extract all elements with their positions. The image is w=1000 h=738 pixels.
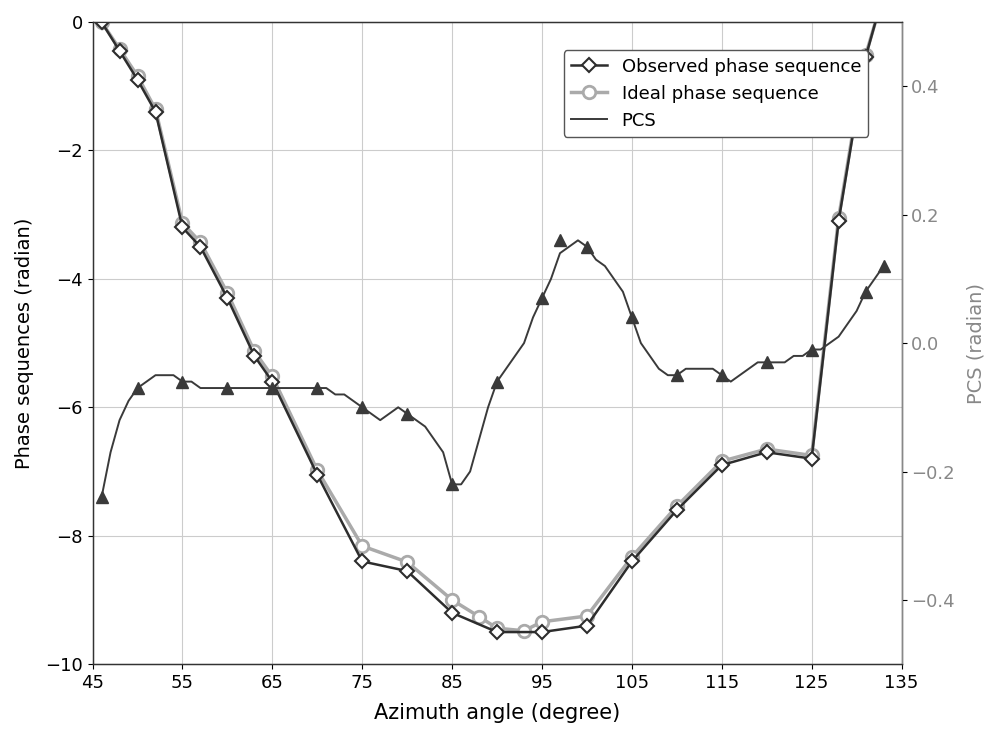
Observed phase sequence [356,557,368,566]
Ideal phase sequence [356,542,368,551]
Observed phase sequence [150,108,162,117]
PCS [572,236,584,245]
Legend: Observed phase sequence, Ideal phase sequence, PCS: Observed phase sequence, Ideal phase seq… [564,50,868,137]
Observed phase sequence [401,567,413,576]
Observed phase sequence [761,448,773,457]
Ideal phase sequence [150,105,162,114]
X-axis label: Azimuth angle (degree): Azimuth angle (degree) [374,703,620,723]
Ideal phase sequence [761,444,773,453]
Ideal phase sequence [536,618,548,627]
Ideal phase sequence [671,502,683,511]
PCS [114,415,126,424]
Ideal phase sequence [473,613,485,621]
Observed phase sequence [96,18,108,27]
Ideal phase sequence [132,72,144,80]
Observed phase sequence [671,506,683,514]
Ideal phase sequence [626,553,638,562]
Ideal phase sequence [716,457,728,466]
Ideal phase sequence [114,44,126,53]
Line: PCS: PCS [102,241,884,497]
Observed phase sequence [248,351,260,360]
Line: Ideal phase sequence: Ideal phase sequence [95,0,890,637]
Observed phase sequence [716,461,728,469]
Observed phase sequence [446,608,458,617]
Observed phase sequence [860,53,872,62]
Observed phase sequence [194,242,206,251]
Ideal phase sequence [311,466,323,475]
Ideal phase sequence [221,289,233,297]
Observed phase sequence [176,223,188,232]
Ideal phase sequence [860,51,872,60]
Observed phase sequence [806,455,818,463]
Observed phase sequence [132,75,144,84]
PCS [96,493,108,502]
Ideal phase sequence [401,558,413,567]
Observed phase sequence [536,627,548,636]
PCS [878,261,890,270]
PCS [311,384,323,393]
Ideal phase sequence [491,624,503,632]
Ideal phase sequence [96,18,108,27]
PCS [833,332,845,341]
Observed phase sequence [581,621,593,630]
Observed phase sequence [266,377,278,386]
PCS [320,384,332,393]
PCS [482,403,494,412]
Line: Observed phase sequence: Observed phase sequence [97,0,888,637]
PCS [554,249,566,258]
Ideal phase sequence [176,218,188,227]
Ideal phase sequence [194,238,206,246]
Observed phase sequence [114,46,126,55]
Y-axis label: PCS (radian): PCS (radian) [966,283,985,404]
Ideal phase sequence [806,451,818,460]
Ideal phase sequence [833,213,845,222]
Observed phase sequence [833,217,845,226]
Y-axis label: Phase sequences (radian): Phase sequences (radian) [15,218,34,469]
Ideal phase sequence [248,347,260,356]
Ideal phase sequence [581,612,593,621]
Observed phase sequence [491,627,503,636]
Observed phase sequence [311,470,323,479]
Ideal phase sequence [266,372,278,381]
Ideal phase sequence [446,596,458,604]
Observed phase sequence [626,557,638,566]
Observed phase sequence [221,294,233,303]
Ideal phase sequence [518,627,530,635]
